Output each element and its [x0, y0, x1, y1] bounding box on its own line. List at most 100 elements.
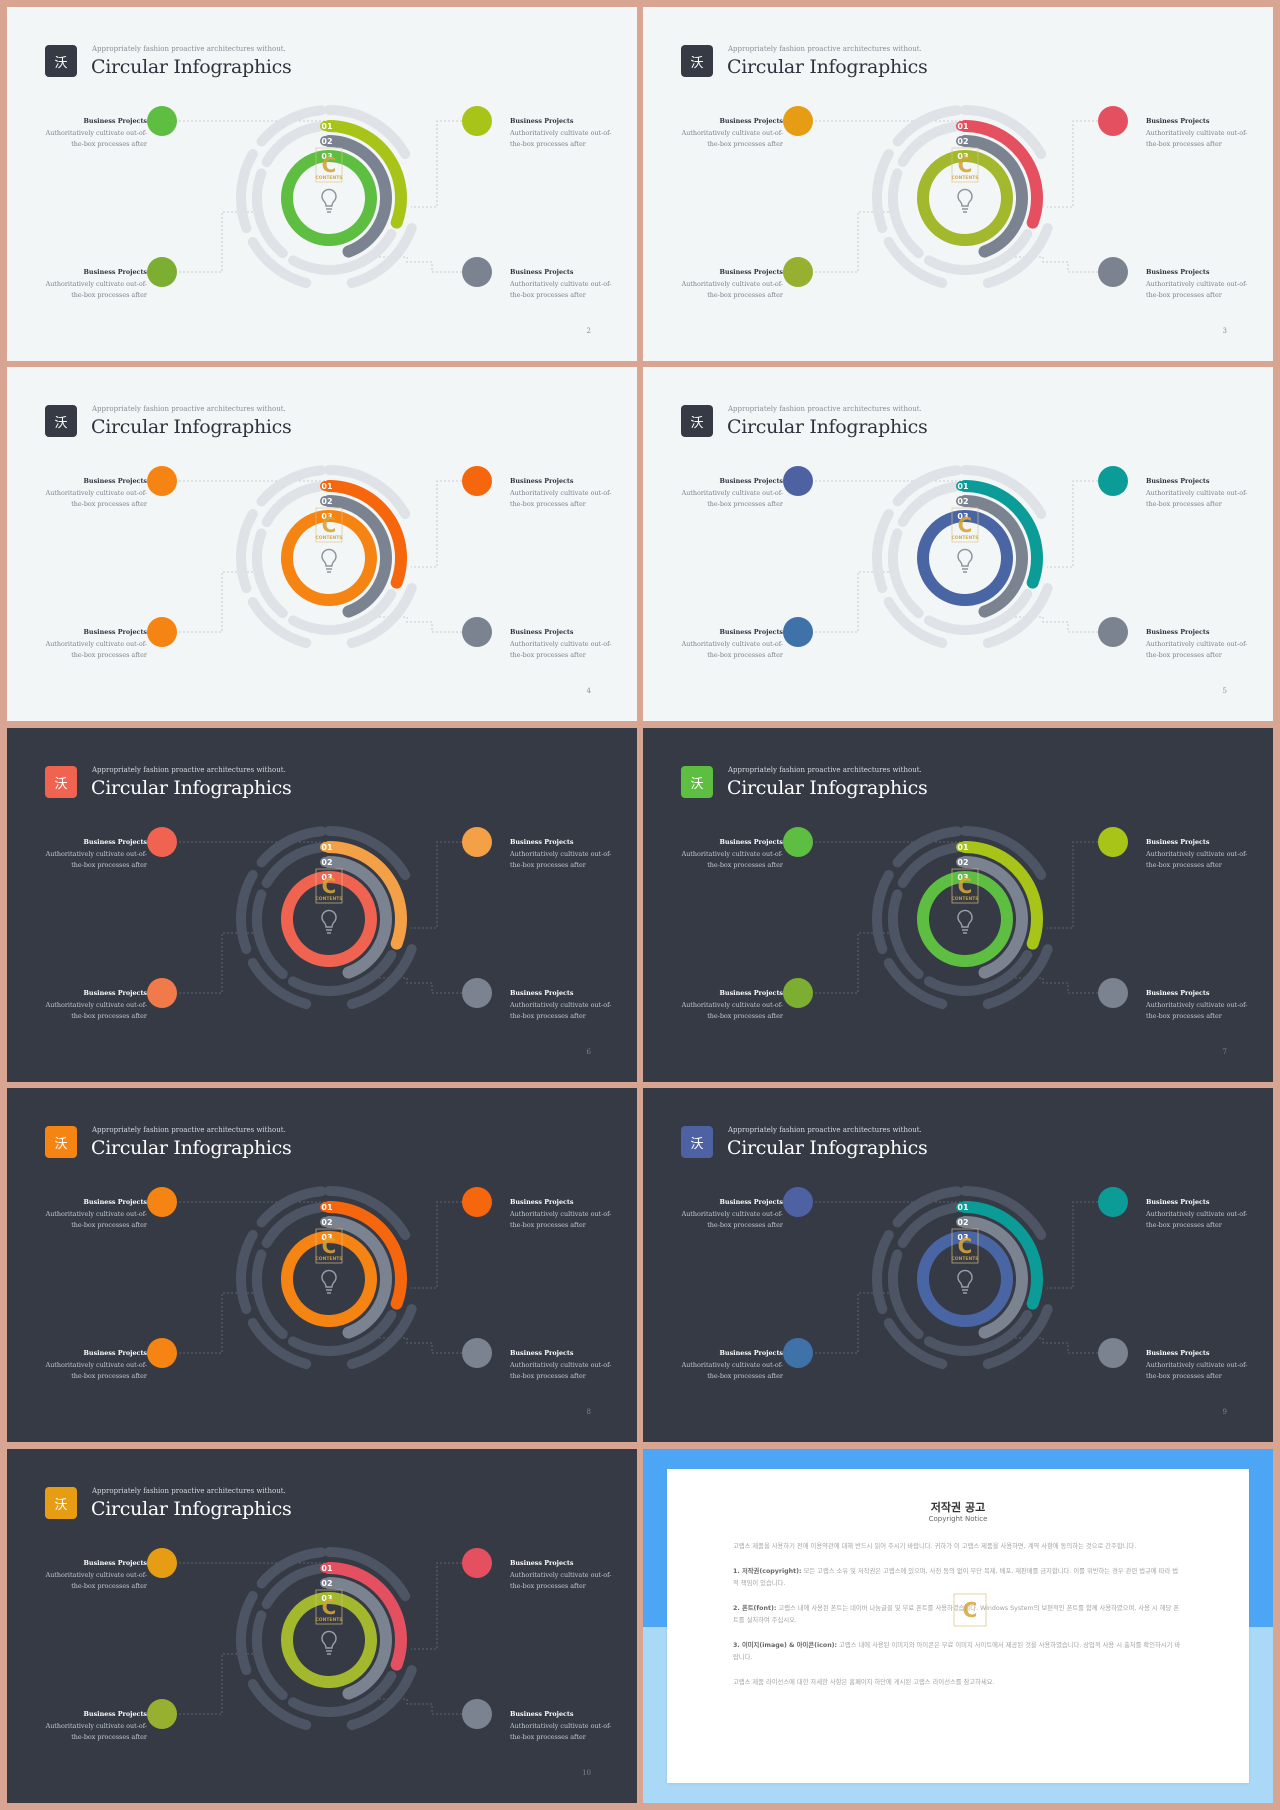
block-title: Business Projects [719, 477, 783, 485]
block-title: Business Projects [1146, 628, 1210, 636]
ribbon-label-pill-2 [956, 1217, 970, 1227]
slide-title: Circular Infographics [727, 1137, 928, 1159]
lightbulb-icon [957, 188, 973, 213]
block-title: Business Projects [83, 1559, 147, 1567]
logo-glyph: 沃 [690, 1136, 704, 1152]
middle-track-segment-3 [288, 229, 397, 275]
block-desc-line1: Authoritatively cultivate out-of- [681, 128, 783, 137]
page-number: 5 [1222, 687, 1227, 695]
middle-track-segment-3 [924, 229, 1033, 275]
block-desc-line2: the-box processes after [707, 1221, 783, 1229]
slide-subtitle: Appropriately fashion proactive architec… [728, 766, 922, 774]
block-desc-line1: Authoritatively cultivate out-of- [681, 849, 783, 858]
block-desc-line1: Authoritatively cultivate out-of- [45, 279, 147, 288]
notice-body: 고랩스 제품을 사용하기 전에 이용약관에 대해 반드시 읽어 주시기 바랍니다… [733, 1541, 1183, 1701]
outer-track-segment-3 [256, 105, 327, 147]
block-desc-line2: the-box processes after [510, 1221, 586, 1229]
business-block-1: Business Projects Authoritatively cultiv… [27, 837, 147, 872]
ribbon-label-1: 01 [321, 482, 333, 491]
ribbon-arc-1 [323, 480, 407, 589]
outer-track-segment-5 [982, 583, 1053, 648]
connector-line-2 [1047, 480, 1098, 568]
slide-subtitle: Appropriately fashion proactive architec… [728, 405, 922, 413]
notice-s2-head: 2. 폰트(font): [733, 1604, 777, 1612]
ribbon-label-3: 03 [957, 152, 968, 161]
block-desc-line1: Authoritatively cultivate out-of- [510, 279, 612, 288]
block-title: Business Projects [719, 268, 783, 276]
block-desc-line2: the-box processes after [1146, 1221, 1222, 1229]
connector-line-2 [411, 1562, 462, 1650]
business-block-1: Business Projects Authoritatively cultiv… [663, 116, 783, 151]
middle-track-segment-2 [897, 1202, 960, 1248]
business-block-1: Business Projects Authoritatively cultiv… [27, 476, 147, 511]
ribbon-label-pill-2 [956, 496, 970, 506]
block-desc-line1: Authoritatively cultivate out-of- [45, 849, 147, 858]
slide-9: 沃 Appropriately fashion proactive archit… [643, 1088, 1273, 1442]
business-block-1: Business Projects Authoritatively cultiv… [27, 1558, 147, 1593]
lightbulb-icon [321, 909, 337, 934]
ribbon-label-1: 01 [321, 1203, 333, 1212]
ribbon-label-pill-1 [320, 121, 334, 131]
business-block-4: Business Projects Authoritatively cultiv… [510, 1348, 630, 1383]
block-desc-line1: Authoritatively cultivate out-of- [1146, 279, 1248, 288]
outer-track-segment-4 [324, 826, 411, 880]
outer-track-segment-3 [256, 1547, 327, 1589]
ribbon-label-3: 03 [957, 512, 968, 521]
ribbon-arc-2 [323, 495, 392, 618]
block-dot-4 [1098, 1338, 1128, 1368]
block-title: Business Projects [510, 117, 574, 125]
block-title: Business Projects [510, 1710, 574, 1718]
block-desc-line2: the-box processes after [510, 1733, 586, 1741]
block-desc-line1: Authoritatively cultivate out-of- [510, 1209, 612, 1218]
block-desc-line2: the-box processes after [71, 1582, 147, 1590]
ribbon-label-pill-1 [320, 1202, 334, 1212]
outer-track-segment-5 [982, 223, 1053, 288]
block-desc-line1: Authoritatively cultivate out-of- [45, 1721, 147, 1730]
ribbon-label-pill-2 [320, 857, 334, 867]
ribbon-label-pill-3 [956, 872, 970, 882]
ribbon-arc-3 [917, 871, 1013, 967]
outer-track-segment-3 [892, 105, 963, 147]
block-desc-line1: Authoritatively cultivate out-of- [510, 488, 612, 497]
ribbon-label-3: 03 [321, 152, 332, 161]
outer-track-segment-1 [247, 237, 312, 288]
watermark-frame [315, 868, 343, 904]
slide-2: 沃 Appropriately fashion proactive archit… [7, 7, 637, 361]
block-desc-line2: the-box processes after [1146, 651, 1222, 659]
business-block-1: Business Projects Authoritatively cultiv… [663, 1197, 783, 1232]
connector-line-2 [1047, 1201, 1098, 1289]
block-title: Business Projects [510, 838, 574, 846]
watermark-frame [315, 147, 343, 183]
notice-s3-body: 고랩스 내에 사용된 이미지와 아이콘은 무료 이미지 사이트에서 제공된 것을… [733, 1641, 1181, 1662]
watermark-letter: C [322, 1595, 337, 1619]
ribbon-label-2: 02 [321, 1218, 332, 1227]
outer-track-segment-3 [256, 826, 327, 868]
block-dot-2 [1098, 106, 1128, 136]
watermark-word: CONTENTS [951, 896, 978, 902]
ribbon-arc-1 [959, 841, 1043, 950]
notice-section-image: 3. 이미지(image) & 아이콘(icon): 고랩스 내에 사용된 이미… [733, 1640, 1183, 1665]
ribbon-label-1: 01 [957, 1203, 969, 1212]
block-desc-line2: the-box processes after [1146, 500, 1222, 508]
logo-glyph: 沃 [54, 415, 68, 431]
middle-track-segment-3 [924, 950, 1033, 996]
watermark-letter: C [958, 513, 973, 537]
block-desc-line1: Authoritatively cultivate out-of- [1146, 488, 1248, 497]
block-dot-2 [462, 1548, 492, 1578]
notice-s1-head: 1. 저작권(copyright): [733, 1567, 802, 1575]
outer-track-segment-3 [892, 465, 963, 507]
business-block-2: Business Projects Authoritatively cultiv… [1146, 1197, 1266, 1232]
ribbon-label-2: 02 [321, 497, 332, 506]
business-block-1: Business Projects Authoritatively cultiv… [27, 116, 147, 151]
ribbon-label-1: 01 [321, 1564, 333, 1573]
ribbon-label-pill-2 [956, 136, 970, 146]
business-block-1: Business Projects Authoritatively cultiv… [663, 476, 783, 511]
slide-subtitle: Appropriately fashion proactive architec… [92, 405, 286, 413]
slide-5: 沃 Appropriately fashion proactive archit… [643, 367, 1273, 721]
block-dot-4 [462, 1699, 492, 1729]
block-desc-line1: Authoritatively cultivate out-of- [681, 1000, 783, 1009]
middle-track-segment-3 [288, 589, 397, 635]
block-desc-line2: the-box processes after [1146, 1012, 1222, 1020]
